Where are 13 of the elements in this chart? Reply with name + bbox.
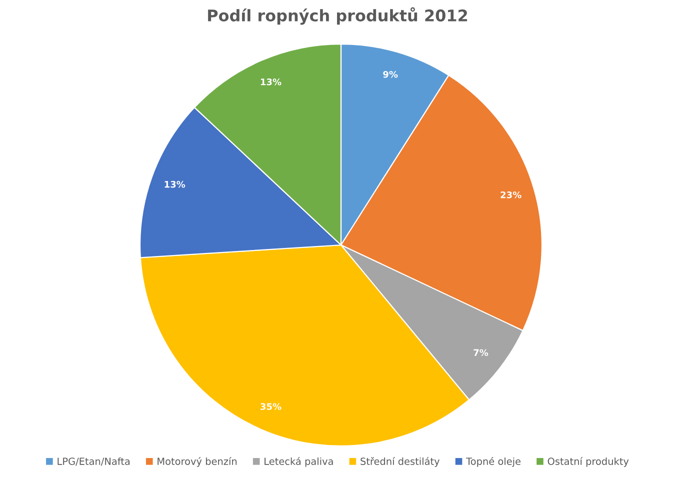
data-label: 7%: [474, 349, 488, 356]
data-label: 13%: [164, 180, 186, 188]
data-label: 9%: [383, 70, 398, 78]
legend-label: LPG/Etan/Nafta: [58, 457, 130, 466]
legend-label: Motorový benzín: [158, 457, 237, 467]
legend-label: Střední destiláty: [360, 457, 440, 467]
legend-label: Topné oleje: [466, 457, 521, 467]
legend-label: Letecká paliva: [264, 457, 333, 467]
data-label: 13%: [260, 78, 282, 86]
data-label: 35%: [260, 403, 282, 410]
chart-title: Podíl ropných produktů 2012: [208, 7, 468, 25]
data-label: 23%: [500, 191, 522, 198]
legend-label: Ostatní produkty: [548, 457, 629, 467]
